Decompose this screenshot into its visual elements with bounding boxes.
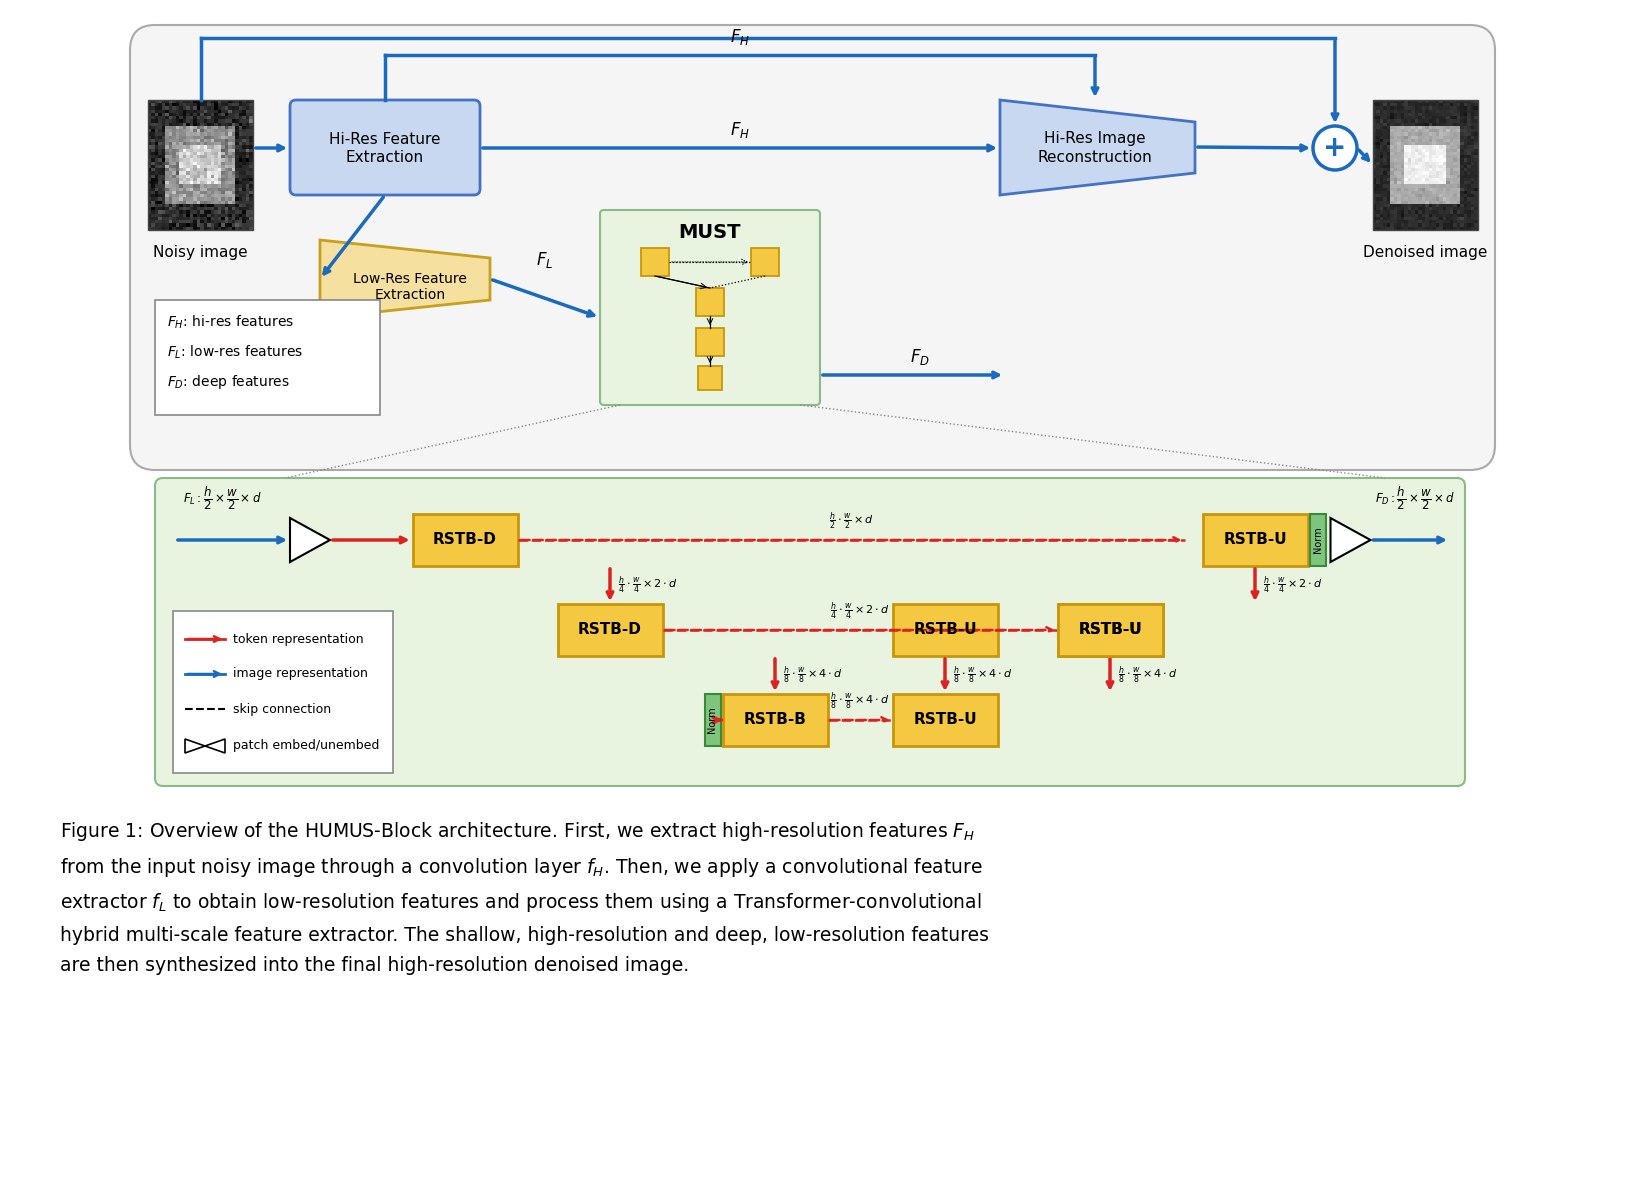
Text: RSTB-B: RSTB-B xyxy=(744,713,806,727)
Bar xyxy=(1309,514,1325,565)
Bar xyxy=(697,328,724,356)
Text: $\frac{h}{2}\cdot\frac{w}{2}\times d$: $\frac{h}{2}\cdot\frac{w}{2}\times d$ xyxy=(829,511,873,532)
Bar xyxy=(412,514,518,565)
Text: $\frac{h}{8}\cdot\frac{w}{8}\times 4\cdot d$: $\frac{h}{8}\cdot\frac{w}{8}\times 4\cdo… xyxy=(1118,664,1177,685)
Bar xyxy=(1058,604,1162,656)
Polygon shape xyxy=(321,240,490,318)
Text: Low-Res Feature: Low-Res Feature xyxy=(353,272,467,286)
Text: Extraction: Extraction xyxy=(374,287,446,302)
Bar xyxy=(148,100,252,230)
Text: $F_H$: $F_H$ xyxy=(729,120,751,140)
Text: $F_L:\dfrac{h}{2}\times\dfrac{w}{2}\times d$: $F_L:\dfrac{h}{2}\times\dfrac{w}{2}\time… xyxy=(182,486,262,512)
Text: $F_H$: $F_H$ xyxy=(729,27,751,48)
Polygon shape xyxy=(290,518,330,562)
Circle shape xyxy=(1314,126,1358,170)
Text: $\frac{h}{4}\cdot\frac{w}{4}\times 2\cdot d$: $\frac{h}{4}\cdot\frac{w}{4}\times 2\cdo… xyxy=(1263,574,1322,595)
Text: $\frac{h}{8}\cdot\frac{w}{8}\times 4\cdot d$: $\frac{h}{8}\cdot\frac{w}{8}\times 4\cdo… xyxy=(952,664,1013,685)
Text: $F_L$: $F_L$ xyxy=(536,249,554,270)
Text: Norm: Norm xyxy=(1312,526,1322,554)
Text: Hi-Res Feature: Hi-Res Feature xyxy=(329,132,441,147)
Text: Hi-Res Image: Hi-Res Image xyxy=(1044,131,1146,145)
Bar xyxy=(1372,100,1478,230)
Text: Figure 1: Overview of the HUMUS-Block architecture. First, we extract high-resol: Figure 1: Overview of the HUMUS-Block ar… xyxy=(60,820,988,975)
Bar xyxy=(723,694,827,746)
Text: Norm: Norm xyxy=(708,707,718,733)
Text: $\frac{h}{4}\cdot\frac{w}{4}\times 2\cdot d$: $\frac{h}{4}\cdot\frac{w}{4}\times 2\cdo… xyxy=(830,600,891,623)
Bar xyxy=(892,604,998,656)
FancyBboxPatch shape xyxy=(601,210,821,405)
Polygon shape xyxy=(1000,100,1195,195)
FancyBboxPatch shape xyxy=(290,100,480,195)
Bar xyxy=(155,301,379,415)
Text: $F_H$: hi-res features: $F_H$: hi-res features xyxy=(168,314,295,330)
Polygon shape xyxy=(1330,518,1371,562)
Text: Noisy image: Noisy image xyxy=(153,245,247,260)
Text: skip connection: skip connection xyxy=(233,702,330,715)
FancyBboxPatch shape xyxy=(130,25,1495,470)
Text: $F_D$: deep features: $F_D$: deep features xyxy=(168,373,290,391)
Bar xyxy=(1058,604,1162,656)
Text: token representation: token representation xyxy=(233,632,363,645)
Bar xyxy=(557,604,663,656)
Text: $F_D:\dfrac{h}{2}\times\dfrac{w}{2}\times d$: $F_D:\dfrac{h}{2}\times\dfrac{w}{2}\time… xyxy=(1374,486,1455,512)
Bar xyxy=(705,694,721,746)
Text: $\frac{h}{8}\cdot\frac{w}{8}\times 4\cdot d$: $\frac{h}{8}\cdot\frac{w}{8}\times 4\cdo… xyxy=(783,664,843,685)
Text: image representation: image representation xyxy=(233,668,368,681)
Text: RSTB-D: RSTB-D xyxy=(578,623,641,638)
Text: +: + xyxy=(1324,134,1346,162)
Text: RSTB-D: RSTB-D xyxy=(433,532,497,548)
Bar xyxy=(892,694,998,746)
Text: Extraction: Extraction xyxy=(345,150,423,165)
Text: RSTB-U: RSTB-U xyxy=(1078,623,1141,638)
Text: RSTB-U: RSTB-U xyxy=(913,713,977,727)
Text: $\frac{h}{4}\cdot\frac{w}{4}\times 2\cdot d$: $\frac{h}{4}\cdot\frac{w}{4}\times 2\cdo… xyxy=(619,574,677,595)
Text: RSTB-U: RSTB-U xyxy=(1078,623,1141,638)
Text: patch embed/unembed: patch embed/unembed xyxy=(233,739,379,752)
Text: RSTB-U: RSTB-U xyxy=(913,623,977,638)
Bar xyxy=(173,611,392,773)
Text: MUST: MUST xyxy=(679,222,741,241)
Bar xyxy=(751,248,780,276)
Bar xyxy=(698,366,721,390)
Text: $F_L$: low-res features: $F_L$: low-res features xyxy=(168,343,303,361)
Text: RSTB-U: RSTB-U xyxy=(1223,532,1286,548)
Text: $\frac{h}{8}\cdot\frac{w}{8}\times 4\cdot d$: $\frac{h}{8}\cdot\frac{w}{8}\times 4\cdo… xyxy=(830,690,891,712)
Bar xyxy=(1203,514,1307,565)
Bar xyxy=(641,248,669,276)
Bar xyxy=(697,287,724,316)
FancyBboxPatch shape xyxy=(155,478,1465,786)
Text: $F_D$: $F_D$ xyxy=(910,347,930,367)
Text: Denoised image: Denoised image xyxy=(1363,245,1488,260)
Text: Reconstruction: Reconstruction xyxy=(1037,151,1153,165)
